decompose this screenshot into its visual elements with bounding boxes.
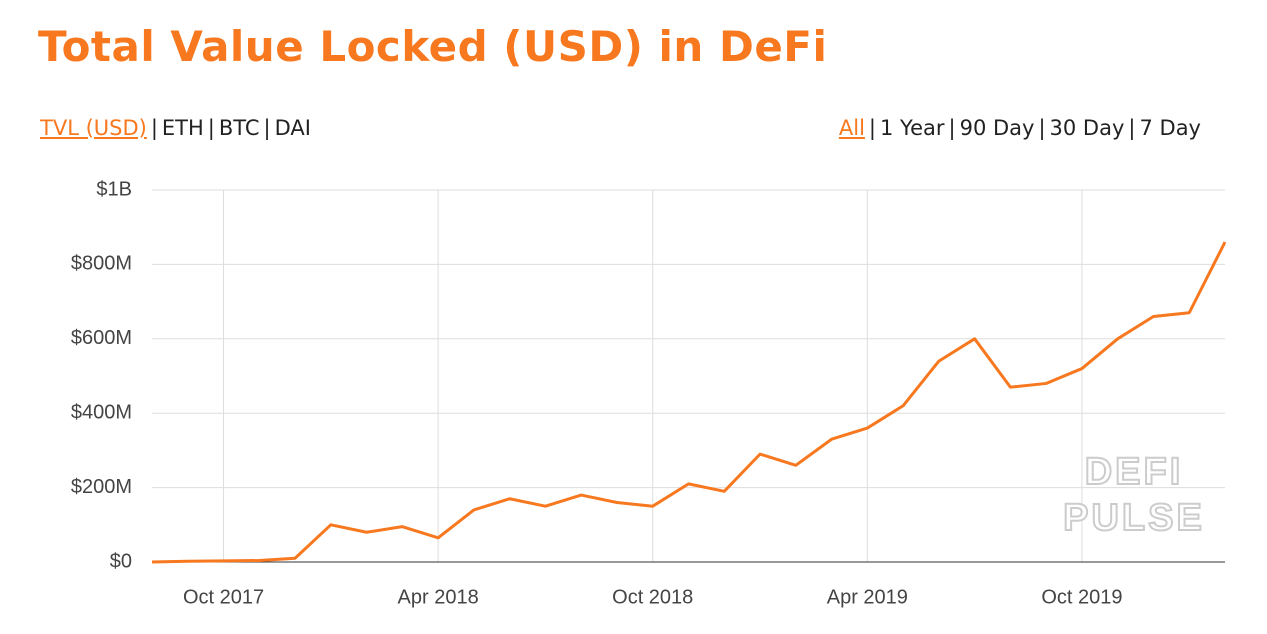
tab[interactable]: DAI xyxy=(274,116,311,140)
x-tick-label: Oct 2018 xyxy=(612,586,693,608)
tab[interactable]: ETH xyxy=(161,116,204,140)
watermark: PULSE xyxy=(1063,497,1205,539)
separator: | xyxy=(150,116,158,140)
tab[interactable]: 90 Day xyxy=(959,116,1035,140)
x-tick-label: Oct 2019 xyxy=(1041,586,1122,608)
tab[interactable]: 1 Year xyxy=(880,116,945,140)
y-tick-label: $0 xyxy=(110,550,132,572)
y-tick-label: $1B xyxy=(96,178,132,200)
watermark: DEFI xyxy=(1085,451,1184,493)
y-tick-label: $800M xyxy=(71,253,132,275)
tab[interactable]: 30 Day xyxy=(1049,116,1125,140)
y-tick-label: $400M xyxy=(71,401,132,423)
separator: | xyxy=(207,116,215,140)
page-title: Total Value Locked (USD) in DeFi xyxy=(38,22,828,71)
metric-tabs: TVL (USD) | ETH | BTC | DAI xyxy=(40,116,311,140)
tab[interactable]: TVL (USD) xyxy=(40,116,147,140)
x-tick-label: Apr 2018 xyxy=(398,586,479,608)
separator: | xyxy=(868,116,876,140)
y-tick-label: $600M xyxy=(71,327,132,349)
x-tick-label: Oct 2017 xyxy=(183,586,264,608)
separator: | xyxy=(1038,116,1046,140)
y-tick-label: $200M xyxy=(71,476,132,498)
tab[interactable]: 7 Day xyxy=(1139,116,1201,140)
separator: | xyxy=(263,116,271,140)
line xyxy=(151,241,1227,564)
range-tabs: All | 1 Year | 90 Day | 30 Day | 7 Day xyxy=(839,116,1201,140)
separator: | xyxy=(1128,116,1136,140)
tab[interactable]: All xyxy=(838,116,865,140)
separator: | xyxy=(948,116,956,140)
tab[interactable]: BTC xyxy=(218,116,260,140)
x-tick-label: Apr 2019 xyxy=(827,586,908,608)
